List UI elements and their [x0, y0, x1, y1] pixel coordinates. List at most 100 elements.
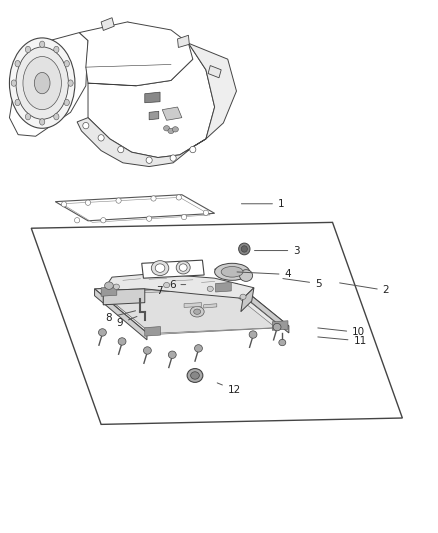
Polygon shape	[177, 35, 189, 47]
Ellipse shape	[146, 157, 152, 164]
Polygon shape	[31, 222, 403, 424]
Polygon shape	[95, 289, 147, 340]
Polygon shape	[162, 107, 182, 120]
Ellipse shape	[39, 119, 45, 125]
Ellipse shape	[15, 99, 20, 106]
Ellipse shape	[279, 340, 286, 346]
Ellipse shape	[61, 201, 67, 207]
Polygon shape	[149, 111, 159, 120]
Ellipse shape	[221, 266, 243, 277]
Ellipse shape	[240, 294, 246, 300]
Text: 12: 12	[217, 383, 241, 395]
Ellipse shape	[85, 200, 91, 205]
Ellipse shape	[34, 72, 50, 94]
Ellipse shape	[99, 329, 106, 336]
Polygon shape	[184, 303, 201, 308]
Ellipse shape	[74, 217, 80, 223]
Ellipse shape	[23, 56, 61, 110]
Polygon shape	[103, 289, 145, 305]
Text: 2: 2	[339, 283, 389, 295]
Polygon shape	[272, 321, 288, 330]
Ellipse shape	[151, 196, 156, 201]
Ellipse shape	[98, 135, 104, 141]
Polygon shape	[142, 260, 204, 278]
Ellipse shape	[118, 338, 126, 345]
Ellipse shape	[10, 38, 75, 128]
Polygon shape	[241, 288, 254, 312]
Ellipse shape	[83, 123, 89, 129]
Text: 1: 1	[241, 199, 285, 209]
Ellipse shape	[25, 46, 31, 53]
Polygon shape	[145, 92, 160, 103]
Polygon shape	[101, 287, 117, 296]
Ellipse shape	[144, 347, 151, 354]
Polygon shape	[188, 43, 237, 139]
Ellipse shape	[194, 309, 201, 314]
Ellipse shape	[194, 345, 202, 352]
Text: 3: 3	[254, 246, 300, 255]
Ellipse shape	[207, 286, 213, 292]
Ellipse shape	[191, 372, 199, 379]
Polygon shape	[215, 266, 252, 279]
Text: 10: 10	[318, 327, 365, 337]
Text: 7: 7	[155, 286, 170, 296]
Ellipse shape	[273, 324, 281, 331]
Polygon shape	[237, 284, 289, 333]
Ellipse shape	[25, 114, 31, 120]
Text: 11: 11	[318, 336, 367, 346]
Text: 4: 4	[237, 270, 291, 279]
Ellipse shape	[170, 155, 176, 161]
Ellipse shape	[64, 99, 69, 106]
Ellipse shape	[54, 114, 59, 120]
Ellipse shape	[190, 306, 204, 317]
Polygon shape	[103, 289, 276, 334]
Ellipse shape	[113, 284, 120, 289]
Ellipse shape	[16, 47, 68, 119]
Polygon shape	[208, 66, 221, 78]
Text: 6: 6	[169, 280, 186, 289]
Ellipse shape	[163, 282, 170, 288]
Ellipse shape	[215, 263, 250, 280]
Ellipse shape	[187, 368, 203, 382]
Ellipse shape	[172, 127, 178, 132]
Ellipse shape	[163, 126, 170, 131]
Polygon shape	[95, 284, 289, 333]
Ellipse shape	[54, 46, 59, 53]
Polygon shape	[215, 282, 231, 292]
Ellipse shape	[155, 264, 165, 272]
Ellipse shape	[181, 214, 187, 220]
Polygon shape	[88, 22, 215, 158]
Text: 5: 5	[283, 279, 321, 288]
Polygon shape	[103, 273, 254, 298]
Ellipse shape	[190, 147, 196, 153]
Polygon shape	[204, 304, 217, 308]
Ellipse shape	[101, 217, 106, 223]
Ellipse shape	[147, 216, 152, 221]
Ellipse shape	[239, 243, 250, 255]
Polygon shape	[145, 327, 160, 336]
Ellipse shape	[241, 246, 247, 252]
Ellipse shape	[176, 195, 181, 200]
Polygon shape	[103, 289, 243, 312]
Ellipse shape	[15, 61, 20, 67]
Ellipse shape	[176, 261, 190, 274]
Ellipse shape	[118, 147, 124, 153]
Polygon shape	[55, 195, 215, 221]
Ellipse shape	[39, 41, 45, 47]
Text: 8: 8	[106, 311, 135, 322]
Ellipse shape	[105, 282, 113, 289]
Ellipse shape	[68, 80, 73, 86]
Ellipse shape	[64, 61, 69, 67]
Ellipse shape	[203, 210, 208, 215]
Ellipse shape	[151, 261, 169, 276]
Ellipse shape	[179, 264, 187, 271]
Polygon shape	[101, 18, 114, 30]
Text: 9: 9	[117, 317, 137, 328]
Ellipse shape	[11, 80, 16, 86]
Polygon shape	[10, 33, 88, 136]
Ellipse shape	[168, 351, 176, 359]
Ellipse shape	[249, 331, 257, 338]
Ellipse shape	[116, 198, 121, 203]
Polygon shape	[77, 118, 206, 166]
Ellipse shape	[240, 270, 253, 281]
